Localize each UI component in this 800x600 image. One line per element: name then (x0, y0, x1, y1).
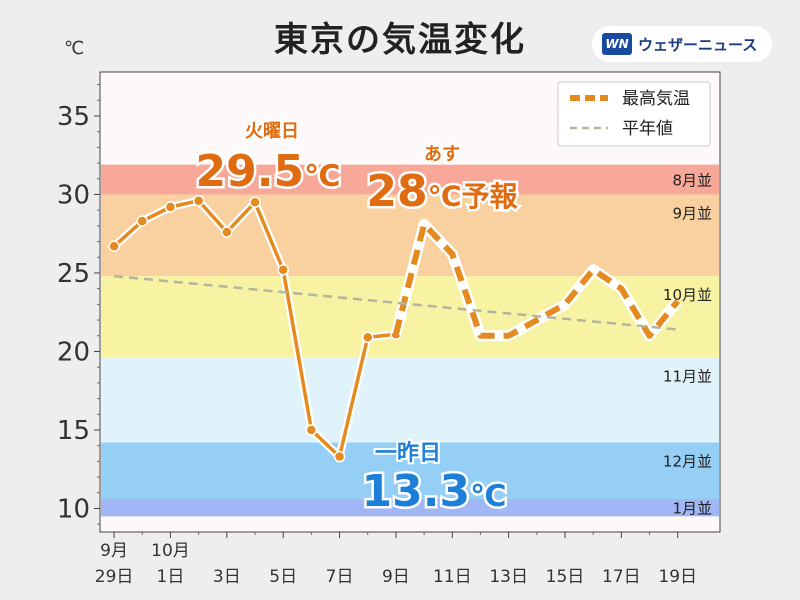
observed-point-4 (221, 226, 233, 238)
x-tick-label-5: 9日 (382, 567, 410, 587)
y-tick-label-5: 35 (57, 102, 90, 132)
band-label-3: 11月並 (663, 368, 712, 386)
band-0 (101, 164, 719, 195)
bands-layer: 8月並 9月並 10月並 11月並 12月並 1月並 (99, 71, 721, 533)
observed-point-1 (136, 215, 149, 227)
band-5 (101, 499, 719, 517)
observed-point-5 (249, 196, 261, 209)
band-label-1: 9月並 (672, 204, 712, 222)
x-tick-month-1: 10月 (151, 541, 190, 561)
axes-layer: 10 15 20 25 30 35 9月 29日 10月 1日 3日 5日 7日 9日 11日 13日 15日 1… (57, 84, 697, 587)
y-tick-label-0: 10 (57, 494, 90, 524)
forecast-day-label: あす (424, 144, 460, 165)
max-temp-value: 29.5 (196, 146, 305, 197)
legend-label-0: 最高気温 (622, 89, 690, 109)
min-day-label: 一昨日 (375, 440, 441, 466)
x-tick-label-3: 5日 (269, 567, 297, 587)
brand-logo-icon: WN (602, 33, 632, 55)
observed-point-7 (305, 424, 318, 436)
brand-badge: WN ウェザーニュース (592, 26, 772, 62)
x-tick-label-8: 15日 (546, 567, 585, 587)
x-tick-label-10: 19日 (658, 567, 697, 587)
x-tick-label-4: 7日 (326, 567, 354, 587)
band-label-2: 10月並 (663, 286, 712, 304)
y-axis-unit: ℃ (64, 38, 85, 59)
brand-name: ウェザーニュース (638, 35, 758, 54)
y-tick-label-1: 15 (57, 416, 90, 446)
x-tick-label-2: 3日 (213, 567, 241, 587)
x-tick-label-0: 29日 (95, 567, 134, 587)
max-day-label: 火曜日 (245, 121, 299, 142)
min-temp-value: 13.3 (362, 466, 471, 517)
min-temp-unit: ℃ (470, 479, 506, 514)
observed-point-3 (192, 194, 205, 207)
y-tick-label-2: 20 (57, 337, 90, 367)
lines-layer (108, 194, 682, 463)
band-4 (101, 442, 719, 500)
band-label-0: 8月並 (672, 172, 712, 190)
observed-point-6 (277, 264, 289, 276)
normal-line (113, 274, 678, 331)
x-tick-month-0: 9月 (100, 541, 128, 561)
x-tick-label-9: 17日 (602, 567, 641, 587)
band-3 (101, 357, 719, 443)
observed-point-0 (108, 240, 120, 253)
y-tick-label-3: 25 (57, 259, 90, 289)
x-tick-label-7: 13日 (489, 567, 528, 587)
observed-point-2 (164, 201, 177, 213)
forecast-temp-label: 28℃予報 (366, 166, 518, 217)
max-temp-unit: ℃ (304, 159, 340, 194)
page-title: 東京の気温変化 (274, 20, 526, 60)
band-label-5: 1月並 (672, 500, 712, 518)
max-temp-label: 29.5℃ (196, 146, 341, 197)
legend-label-1: 平年値 (622, 119, 673, 139)
observed-point-9 (361, 331, 374, 344)
min-temp-label: 13.3℃ (362, 466, 507, 517)
y-tick-label-4: 30 (57, 180, 90, 210)
forecast-line (392, 221, 681, 339)
x-tick-label-1: 1日 (157, 567, 185, 587)
forecast-temp-unit: ℃予報 (428, 180, 519, 213)
x-tick-label-6: 11日 (433, 567, 472, 587)
forecast-temp-value: 28 (366, 166, 427, 217)
band-label-4: 12月並 (663, 453, 712, 471)
legend-box (557, 81, 711, 147)
observed-point-8 (333, 450, 346, 463)
